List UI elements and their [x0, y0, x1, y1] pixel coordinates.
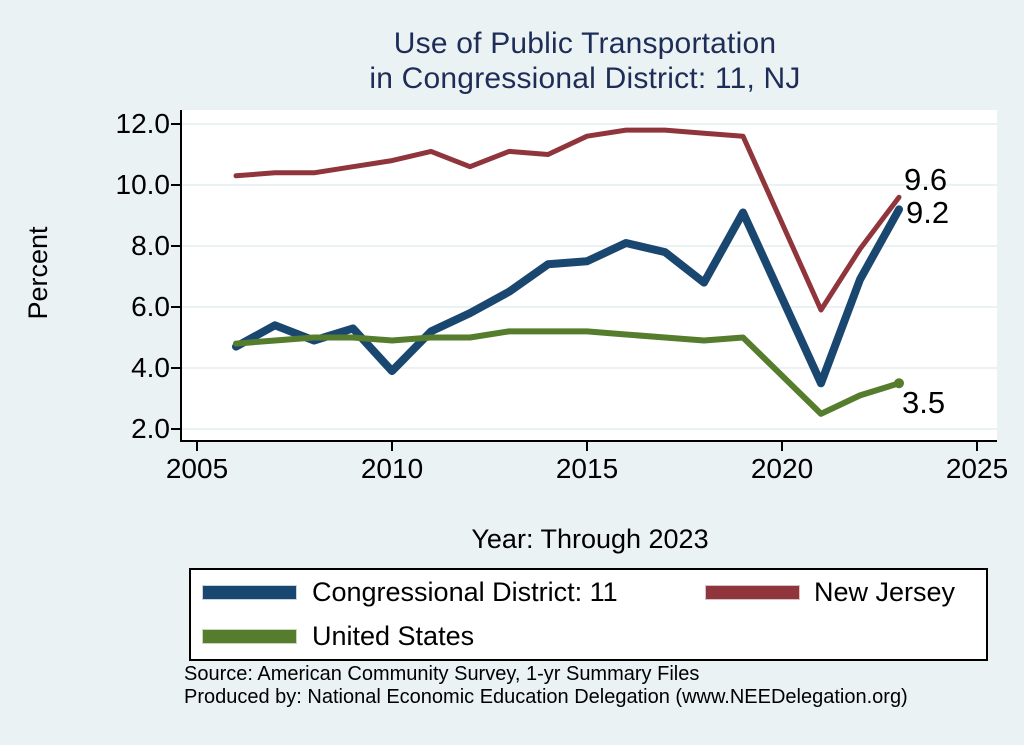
- chart-title-line1: Use of Public Transportation: [393, 27, 777, 60]
- y-tick-label: 12.0: [115, 108, 171, 139]
- x-tick-label: 2020: [750, 453, 814, 484]
- y-tick-label: 6.0: [131, 291, 170, 322]
- series-line-congressional-district-11: [232, 205, 903, 388]
- series-end-marker: [894, 378, 904, 389]
- x-tick-label: 2010: [360, 453, 424, 484]
- end-label-new-jersey: 9.6: [904, 162, 948, 197]
- legend-label-new-jersey: New Jersey: [814, 577, 956, 607]
- end-label-district: 9.2: [906, 195, 950, 230]
- x-tick-label: 2015: [555, 453, 619, 484]
- series-line-new-jersey: [233, 127, 902, 313]
- footer-produced-by: Produced by: National Economic Education…: [184, 686, 908, 708]
- end-label-united-states: 3.5: [902, 385, 946, 420]
- chart-title: Use of Public Transportation in Congress…: [150, 26, 1020, 96]
- legend-swatch-united-states: [202, 629, 297, 644]
- y-tick-label: 8.0: [131, 230, 170, 261]
- x-tick-label: 2025: [945, 453, 1009, 484]
- footer-source: Source: American Community Survey, 1-yr …: [184, 663, 700, 685]
- legend-label-united-states: United States: [312, 621, 475, 651]
- legend: Congressional District: 11 New Jersey Un…: [189, 568, 988, 661]
- series-line-united-states: [233, 328, 902, 417]
- y-tick-label: 10.0: [115, 169, 171, 200]
- chart-title-line2: in Congressional District: 11, NJ: [369, 62, 801, 95]
- x-axis-title: Year: Through 2023: [471, 524, 709, 554]
- legend-swatch-district: [202, 585, 297, 600]
- y-axis-title: Percent: [23, 226, 53, 320]
- y-tick-label: 4.0: [131, 352, 170, 383]
- x-tick-label: 2005: [165, 453, 229, 484]
- y-tick-label: 2.0: [131, 413, 170, 444]
- legend-swatch-new-jersey: [705, 585, 800, 600]
- legend-label-district: Congressional District: 11: [312, 577, 618, 607]
